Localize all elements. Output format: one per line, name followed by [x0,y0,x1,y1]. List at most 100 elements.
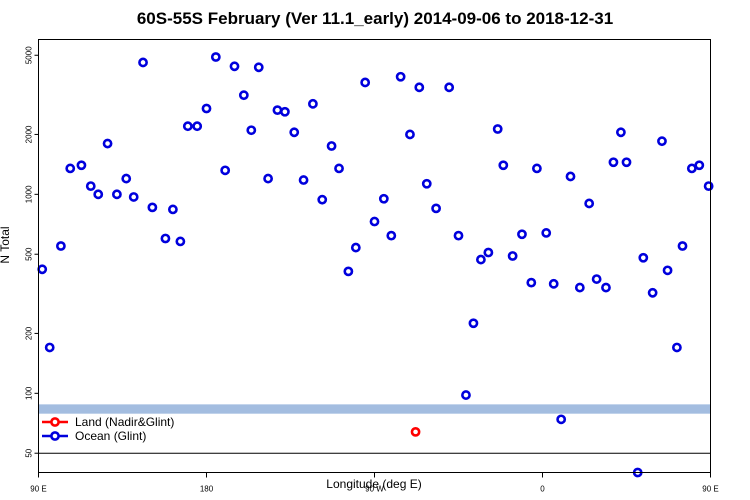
ocean-point [210,52,221,62]
ocean-point [112,189,122,200]
ocean-point [138,57,148,68]
ocean-point [647,287,658,298]
ocean-point [677,241,688,251]
ocean-point [386,230,397,241]
ocean-point [483,247,494,258]
ocean-point [395,71,406,82]
legend-label: Land (Nadir&Glint) [75,415,174,429]
ocean-point [326,141,337,151]
x-tick-label: 90 E [702,485,718,494]
ocean-point [584,198,595,209]
ocean-point [526,277,537,288]
ocean-point [220,165,231,176]
x-axis-ticks: 90 E 180 90 W 0 90 E [30,472,719,494]
ocean-point [238,90,249,101]
ocean-point [414,82,425,93]
ocean-point [556,414,567,425]
ocean-point [548,278,559,289]
ocean-point [350,242,361,253]
legend-item: Land (Nadir&Glint) [42,415,174,429]
ocean-point [638,252,649,263]
ocean-point [175,236,186,247]
ocean-point [229,61,240,72]
ocean-point [272,105,283,116]
ocean-point [317,194,328,205]
y-tick-label: 2000 [25,125,34,143]
y-tick-label: 500 [25,247,34,261]
y-tick-label: 200 [25,326,34,340]
ocean-point [662,265,673,276]
ocean-point [307,98,318,109]
y-axis-ticks: 50 100 200 500 1000 2000 5000 [25,46,39,458]
ocean-point [192,121,203,132]
ocean-point [76,160,87,171]
ocean-point [263,173,273,184]
land-point [410,426,421,437]
ocean-point [532,163,542,174]
ocean-point [160,233,171,244]
ocean-point [85,181,96,192]
legend-marker [50,417,60,427]
reference-band [38,404,711,414]
ocean-point [686,163,697,174]
ocean-point [517,229,527,240]
ocean-point [703,181,714,192]
ocean-point [574,282,585,293]
legend-label: Ocean (Glint) [75,429,146,443]
y-tick-label: 100 [25,386,34,400]
ocean-point [147,202,158,213]
y-tick-label: 1000 [25,185,34,203]
ocean-point [444,82,455,93]
ocean-point [475,254,486,265]
ocean-point [621,157,632,168]
ocean-point [343,266,354,277]
ocean-point [56,241,66,251]
x-tick-label: 90 W [365,485,384,494]
ocean-point [334,163,344,174]
y-tick-label: 50 [25,448,34,457]
ocean-point [565,171,576,182]
ocean-point [246,125,257,136]
ocean-point [461,390,471,400]
ocean-point [44,342,55,353]
legend-marker [50,431,60,441]
ocean-point [102,138,113,149]
ocean-point [279,106,290,117]
ocean-point [253,62,264,73]
ocean-point [369,216,380,227]
ocean-point [507,251,518,261]
ocean-point [453,230,464,241]
ocean-point [201,103,212,114]
ocean-point [405,129,415,140]
ocean-point [93,189,104,200]
legend: Land (Nadir&Glint)Ocean (Glint) [42,415,174,443]
ocean-point [167,204,178,215]
ocean-point [541,228,552,238]
ocean-point [608,157,619,168]
y-axis-label: N Total [0,226,12,263]
ocean-point [657,136,667,147]
chart-title: 60S-55S February (Ver 11.1_early) 2014-0… [137,9,613,28]
ocean-point [298,175,309,185]
ocean-point [468,318,479,329]
ocean-point [421,178,432,189]
band-rect [38,404,711,414]
y-tick-label: 5000 [25,46,34,64]
ocean-point [492,124,503,134]
ocean-point [289,127,300,138]
x-tick-label: 90 E [30,485,46,494]
ocean-point [672,342,682,353]
ocean-point [128,192,139,202]
ocean-point [65,163,76,174]
ocean-point [182,121,193,132]
legend-item: Ocean (Glint) [42,429,146,443]
ocean-point [591,274,602,284]
ocean-point [601,282,611,293]
ocean-point [431,203,441,214]
x-tick-label: 180 [200,485,214,494]
ocean-point [694,160,705,171]
x-tick-label: 0 [540,485,545,494]
ocean-point [378,193,389,204]
ocean-point [360,77,371,88]
